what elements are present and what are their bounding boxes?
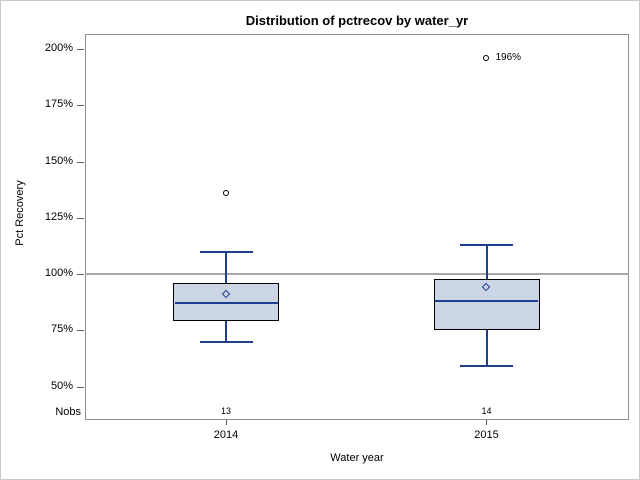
x-category-label: 2014 <box>213 429 239 441</box>
whisker-cap <box>199 250 253 253</box>
y-tick-mark <box>77 49 84 50</box>
outlier-point <box>483 54 489 61</box>
whisker-cap <box>460 365 513 368</box>
outlier-point <box>222 189 229 196</box>
whisker-cap <box>460 243 513 246</box>
iqr-box <box>433 278 540 331</box>
y-tick-mark <box>77 105 84 107</box>
y-tick-label: 150% <box>44 154 73 167</box>
y-tick-label: 50% <box>50 379 73 392</box>
y-tick-label: 125% <box>44 210 73 223</box>
y-tick-mark <box>77 217 84 219</box>
median-line <box>174 302 278 305</box>
plot-area: 13 196% 14 <box>85 34 629 420</box>
plot-area-frame <box>85 34 629 420</box>
y-tick-label: 75% <box>50 323 73 336</box>
y-tick-mark <box>77 386 84 388</box>
x-category-label: 2015 <box>474 429 499 441</box>
chart-title: Distribution of pctrecov by water_yr <box>245 13 469 28</box>
nobs-value: 13 <box>220 406 231 416</box>
y-tick-label: 175% <box>44 98 73 111</box>
nobs-row-label: Nobs <box>55 406 81 418</box>
outlier-label: 196% <box>495 52 522 63</box>
whisker-stem <box>225 251 227 283</box>
y-tick-mark <box>77 274 84 275</box>
whisker-stem <box>225 321 227 342</box>
whisker-stem <box>485 244 488 279</box>
median-line <box>435 300 538 302</box>
x-tick-mark <box>486 420 487 425</box>
y-tick-label: 100% <box>44 267 73 279</box>
iqr-box <box>173 283 279 322</box>
reference-line <box>85 273 629 275</box>
y-tick-mark <box>77 330 84 332</box>
x-axis-title: Water year <box>330 452 384 464</box>
whisker-stem <box>485 330 488 367</box>
y-tick-label: 200% <box>44 42 73 54</box>
whisker-cap <box>199 340 253 343</box>
nobs-value: 14 <box>481 406 492 416</box>
y-tick-mark <box>77 161 84 163</box>
x-tick-mark <box>225 420 227 425</box>
